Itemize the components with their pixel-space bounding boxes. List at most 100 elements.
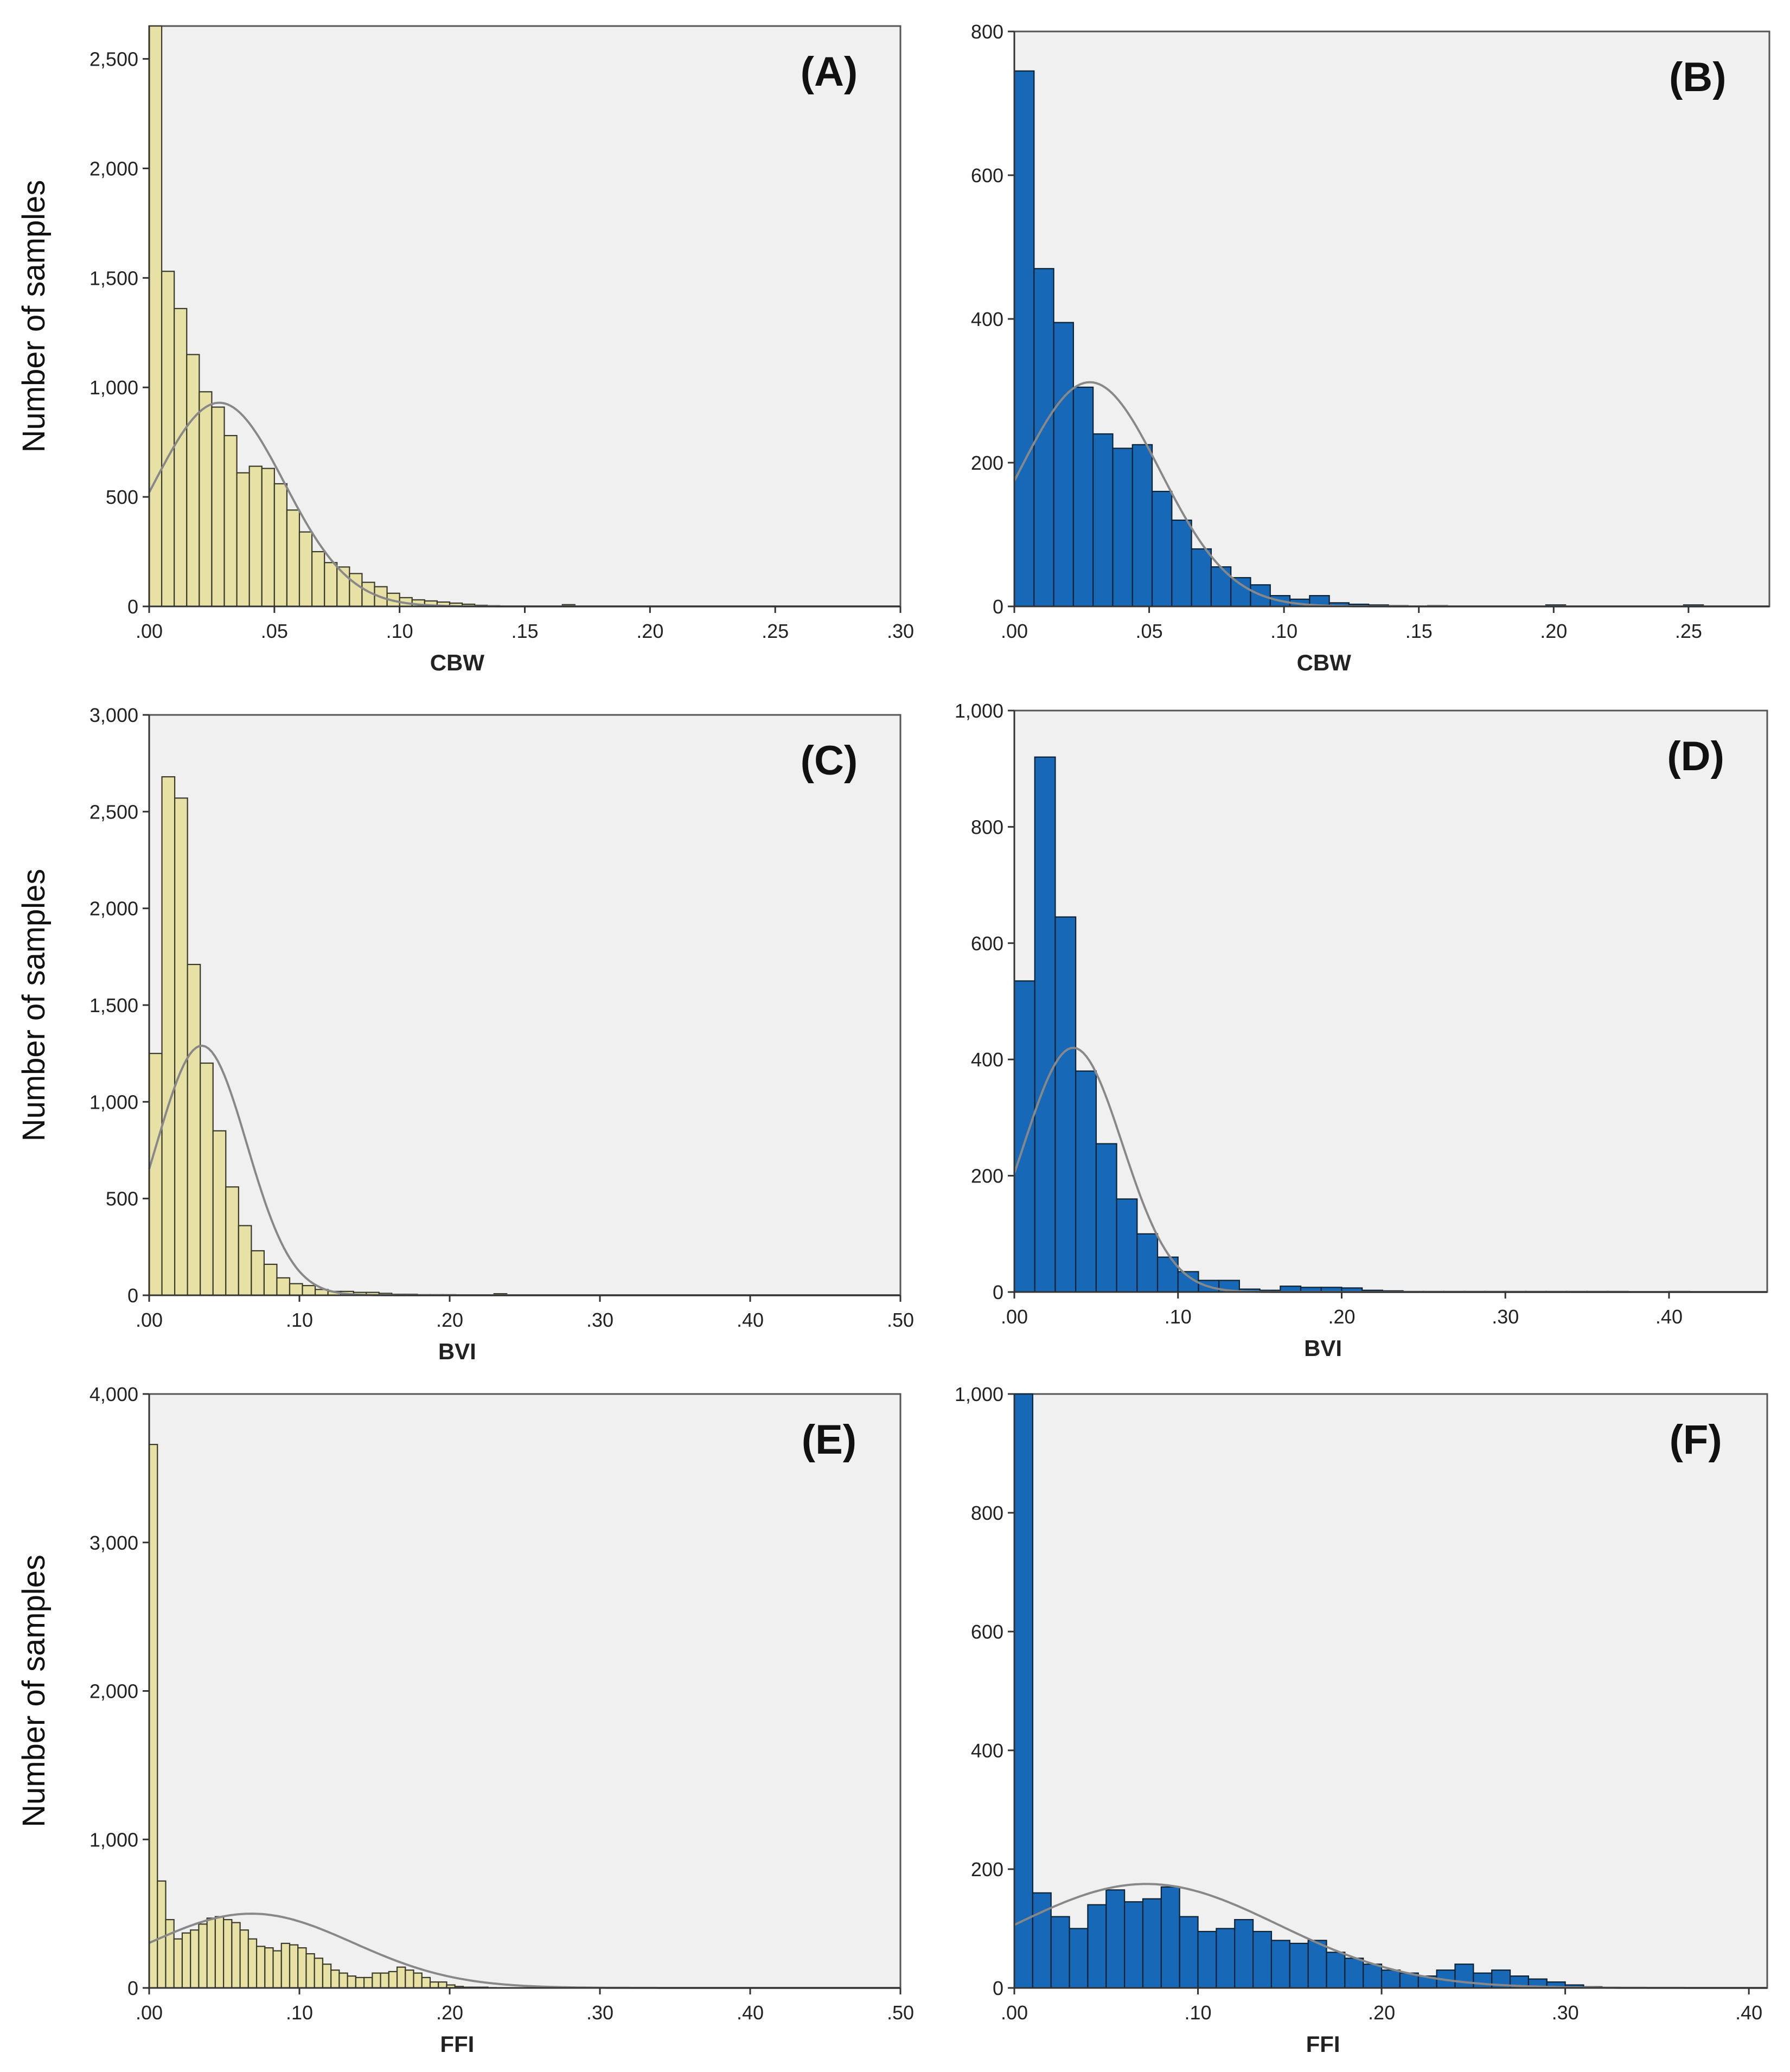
histogram-bar-b (1151, 490, 1173, 607)
histogram-bar-e (214, 1916, 225, 1989)
y-tick-label-b: 0 (993, 596, 1003, 618)
histogram-bar-e (429, 1981, 439, 1989)
x-tick-label-c: .40 (737, 1309, 764, 1331)
y-tick-label-b: 200 (971, 452, 1003, 474)
y-tick-label-a: 500 (106, 486, 138, 508)
x-tick-label-b: .00 (1001, 620, 1028, 642)
histogram-bar-f (1363, 1964, 1383, 1989)
panel-label-b: (B) (1669, 54, 1727, 100)
panel-label-a: (A) (801, 49, 858, 95)
histogram-bar-b (1072, 386, 1094, 607)
histogram-bar-f (1216, 1928, 1236, 1989)
histogram-bar-d (1013, 980, 1035, 1293)
histogram-bar-d (1034, 756, 1056, 1293)
x-tick-label-e: .10 (286, 2001, 313, 2024)
x-axis-label-a: CBW (430, 650, 485, 675)
histogram-bar-e (148, 1443, 158, 1989)
x-tick-label-f: .40 (1735, 2001, 1762, 2024)
histogram-bar-e (388, 1971, 398, 1989)
histogram-bar-a (248, 465, 263, 607)
histogram-bar-e (297, 1947, 307, 1989)
histogram-bar-a (261, 468, 275, 607)
x-tick-label-f: .20 (1368, 2001, 1395, 2024)
x-tick-label-c: .50 (887, 1309, 914, 1331)
histogram-bar-e (231, 1922, 241, 1989)
y-tick-label-f: 0 (993, 1977, 1003, 1999)
panel-label-d: (D) (1667, 733, 1724, 779)
x-tick-label-b: .20 (1540, 620, 1567, 642)
histogram-bar-e (322, 1964, 332, 1989)
histogram-bar-c (174, 797, 188, 1296)
histogram-bar-a (174, 308, 188, 607)
panel-label-f: (F) (1670, 1417, 1722, 1463)
histogram-bar-e (198, 1923, 208, 1989)
y-tick-label-c: 2,500 (90, 801, 138, 823)
y-tick-label-a: 1,500 (90, 267, 138, 289)
x-tick-label-a: .00 (136, 620, 163, 642)
histogram-bar-c (161, 776, 176, 1296)
histogram-bar-a (286, 509, 301, 607)
y-tick-label-c: 2,000 (90, 898, 138, 920)
x-tick-label-f: .30 (1552, 2001, 1579, 2024)
histogram-bar-e (157, 1880, 167, 1989)
histogram-bar-e (380, 1972, 389, 1989)
panel-d-histogram: 0 200 400 600 800 1,000 .00 .10 .20 .30 .40 BVI (D) (955, 700, 1768, 1361)
y-tick-label-d: 600 (971, 932, 1003, 955)
x-tick-label-c: .30 (586, 1309, 613, 1331)
histogram-bar-c (251, 1250, 265, 1296)
histogram-bar-e (421, 1977, 431, 1989)
y-tick-label-f: 1,000 (955, 1383, 1003, 1405)
x-tick-label-c: .20 (436, 1309, 463, 1331)
histogram-bar-c (302, 1285, 316, 1296)
histogram-bar-f (1105, 1889, 1126, 1989)
x-axis-label-d: BVI (1304, 1335, 1342, 1361)
y-tick-label-f: 200 (971, 1858, 1003, 1881)
histogram-bar-a (186, 354, 200, 607)
y-tick-label-d: 1,000 (955, 700, 1003, 722)
histogram-bar-f (1326, 1952, 1346, 1989)
histogram-bar-e (396, 1966, 406, 1989)
histogram-bar-e (314, 1958, 324, 1989)
y-tick-label-a: 0 (127, 596, 138, 618)
y-tick-label-e: 1,000 (90, 1828, 138, 1851)
panel-label-c: (C) (801, 738, 858, 784)
x-tick-label-b: .25 (1675, 620, 1702, 642)
x-axis-label-e: FFI (440, 2031, 474, 2057)
x-tick-label-d: .10 (1165, 1306, 1192, 1328)
histogram-bar-e (363, 1977, 373, 1989)
histogram-bar-e (280, 1942, 291, 1989)
x-tick-label-c: .10 (286, 1309, 313, 1331)
y-tick-label-d: 400 (971, 1048, 1003, 1071)
histogram-bar-e (289, 1944, 299, 1989)
histogram-bar-b (1092, 433, 1114, 607)
histogram-bar-d (1054, 916, 1077, 1293)
histogram-bar-c (289, 1283, 303, 1296)
x-tick-label-e: .40 (737, 2001, 764, 2024)
x-tick-label-b: .05 (1136, 620, 1163, 642)
histogram-bar-b (1230, 577, 1251, 607)
y-tick-label-e: 3,000 (90, 1532, 138, 1554)
histogram-bar-f (1270, 1940, 1290, 1989)
histogram-bar-e (305, 1953, 315, 1989)
y-tick-label-b: 400 (971, 308, 1003, 330)
histogram-bar-f (1050, 1916, 1070, 1989)
panel-f-histogram: 0 200 400 600 800 1,000 .00 .10 .20 .30 .40 FFI (F) (955, 1383, 1768, 2057)
histogram-bar-c (212, 1130, 227, 1296)
histogram-bar-e (413, 1972, 423, 1989)
histogram-bar-c (225, 1186, 239, 1296)
histogram-bar-e (173, 1938, 183, 1989)
histogram-bar-f (1087, 1904, 1107, 1989)
y-tick-label-a: 1,000 (90, 376, 138, 399)
histogram-bar-a (236, 472, 250, 607)
histogram-bar-e (239, 1929, 249, 1989)
y-axis-label-a: Number of samples (16, 180, 52, 453)
histogram-bar-f (1252, 1930, 1273, 1989)
x-tick-label-e: .30 (586, 2001, 613, 2024)
histogram-bar-a (211, 406, 225, 607)
histogram-bar-b (1171, 519, 1192, 607)
histogram-bar-e (272, 1950, 282, 1989)
x-tick-label-e: .00 (136, 2001, 163, 2024)
x-tick-label-a: .05 (261, 620, 288, 642)
histogram-bar-e (264, 1947, 274, 1989)
